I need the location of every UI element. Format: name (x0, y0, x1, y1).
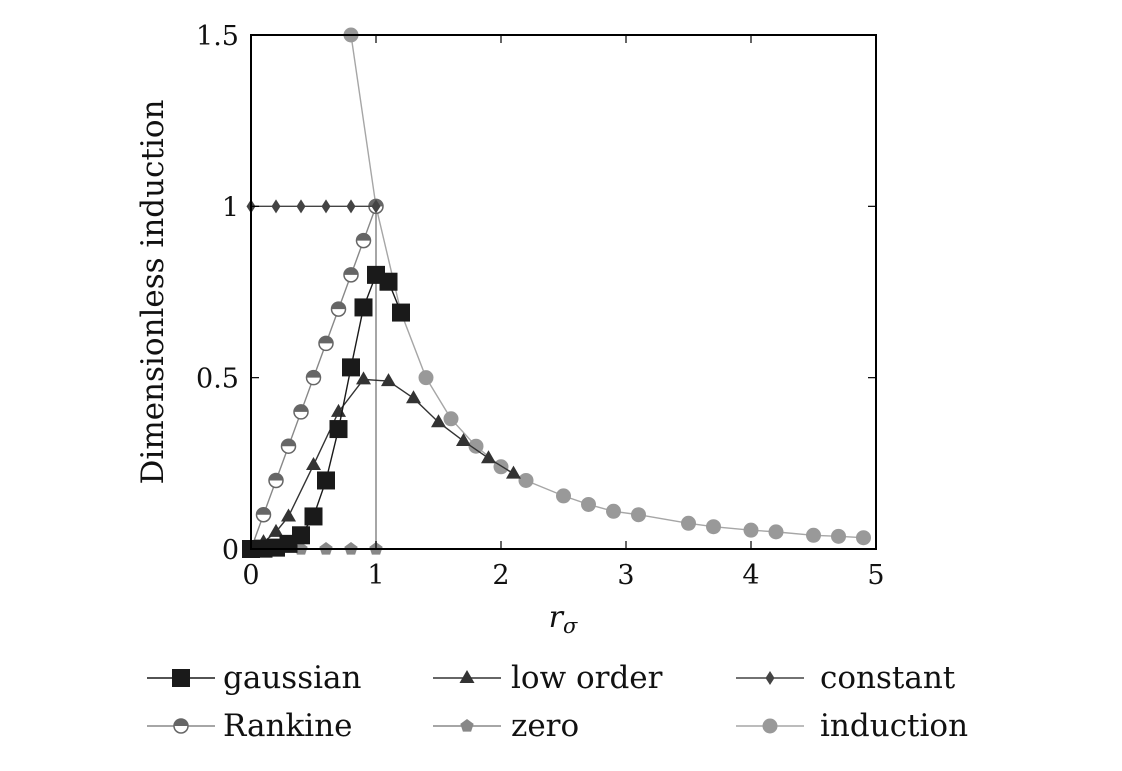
legend-marker-rankine (173, 718, 189, 734)
point-induction (556, 488, 571, 504)
point-rankine (293, 404, 309, 420)
point-low-order (406, 390, 421, 404)
legend-marker-low-order (459, 670, 475, 683)
point-induction (806, 527, 821, 543)
legend-label-rankine: Rankine (223, 708, 353, 744)
legend-entry-low-order: low order (433, 660, 663, 696)
series-line-gaussian (250, 273, 402, 550)
plot-frame (250, 34, 877, 550)
point-induction (743, 522, 759, 538)
point-induction (418, 370, 434, 386)
point-gaussian (292, 526, 310, 545)
legend-entry-gaussian: gaussian (147, 660, 362, 696)
point-rankine (305, 369, 322, 386)
x-axis-label: rσ (549, 600, 578, 638)
point-rankine (318, 335, 334, 352)
point-rankine (255, 506, 272, 523)
point-induction (631, 507, 646, 523)
legend-marker-constant (765, 671, 775, 685)
y-tick-label: 0 (222, 535, 239, 566)
point-induction (681, 515, 696, 531)
series-constant (246, 199, 381, 214)
y-tick-label: 1 (222, 192, 239, 223)
legend-entry-rankine: Rankine (147, 708, 353, 744)
point-rankine (330, 301, 347, 317)
series-low-order (243, 371, 521, 554)
x-tick-label: 3 (617, 560, 634, 591)
series-line-induction (350, 34, 864, 539)
point-low-order (356, 371, 371, 385)
point-gaussian (354, 298, 373, 317)
point-low-order (481, 450, 496, 464)
x-tick-label: 1 (367, 560, 384, 591)
point-low-order (268, 523, 284, 537)
series-induction (343, 27, 871, 546)
point-gaussian (304, 507, 323, 526)
y-tick-label: 1.5 (196, 21, 239, 52)
legend-marker-gaussian (172, 669, 190, 687)
point-low-order (306, 457, 321, 471)
y-tick-label: 0.5 (196, 364, 239, 395)
point-induction (493, 459, 509, 475)
legend-label-zero: zero (511, 708, 579, 744)
legend-label-induction: induction (820, 708, 968, 744)
axis-ticks: 0 1 2 3 4 5 0 0.5 1 1.5 (196, 21, 885, 591)
point-induction (443, 411, 459, 427)
point-low-order (506, 465, 521, 479)
x-tick-label: 0 (242, 560, 259, 591)
point-constant (296, 199, 306, 214)
legend-label-low-order: low order (511, 660, 663, 696)
point-gaussian (317, 471, 335, 490)
y-axis-label: Dimensionless induction (135, 100, 171, 485)
point-induction (706, 519, 721, 535)
point-constant (321, 199, 331, 214)
x-tick-label: 4 (742, 560, 759, 591)
point-gaussian (329, 420, 348, 439)
point-induction (581, 496, 596, 512)
point-gaussian (379, 272, 398, 291)
point-induction (768, 524, 784, 540)
point-induction (831, 528, 846, 544)
point-low-order (431, 414, 446, 428)
point-rankine (268, 472, 284, 489)
point-induction (518, 472, 534, 488)
x-axis-label-main: r (549, 600, 565, 635)
point-low-order (456, 433, 471, 447)
plot-marks (242, 27, 871, 558)
legend-entry-constant: constant (736, 660, 956, 696)
series-line-low-order (250, 378, 514, 550)
x-tick-label: 2 (492, 560, 509, 591)
x-tick-label: 5 (867, 560, 884, 591)
legend-label-constant: constant (820, 660, 956, 696)
legend-label-gaussian: gaussian (223, 660, 362, 696)
point-gaussian (392, 303, 410, 322)
legend-marker-induction (762, 718, 778, 734)
point-constant (371, 199, 381, 214)
legend-marker-zero (460, 719, 474, 732)
x-axis-label-subscript: σ (563, 614, 578, 638)
point-constant (271, 199, 281, 214)
point-induction (856, 530, 871, 546)
point-rankine (280, 438, 297, 454)
point-gaussian (342, 358, 360, 377)
point-induction (606, 503, 621, 519)
point-induction (468, 438, 484, 454)
legend-entry-induction: induction (736, 708, 968, 744)
point-low-order (381, 373, 396, 387)
point-low-order (281, 508, 296, 522)
legend-entry-zero: zero (433, 708, 579, 744)
legend: gaussian low order constant Rankine zero indu… (147, 660, 968, 744)
point-constant (346, 199, 356, 214)
point-rankine (355, 232, 372, 249)
point-rankine (343, 267, 359, 283)
